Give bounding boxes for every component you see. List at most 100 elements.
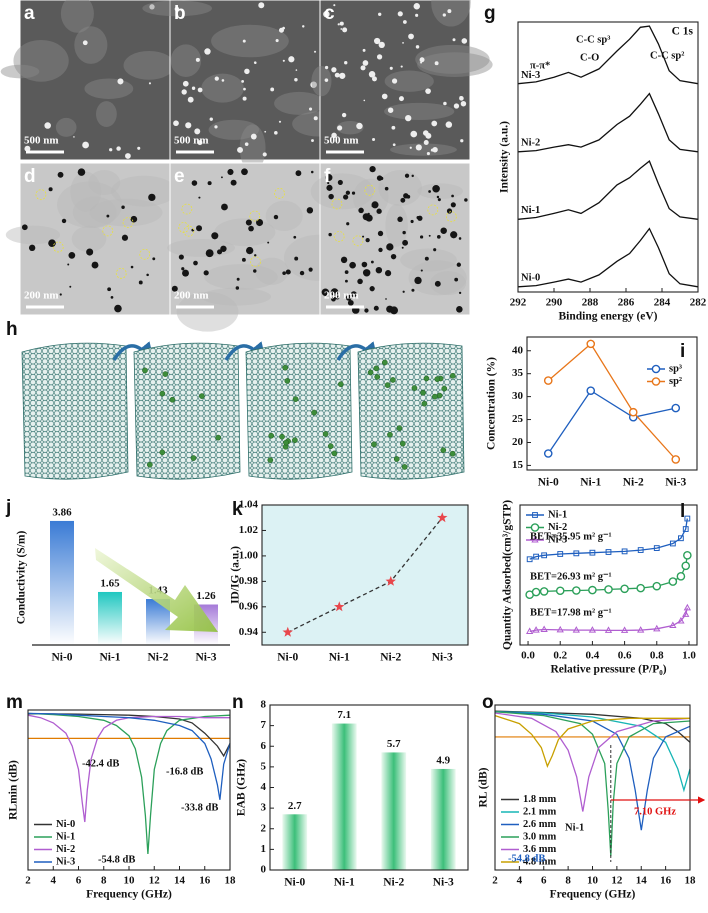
particle [254, 254, 257, 257]
particle [431, 120, 438, 127]
particle [443, 101, 447, 106]
particle [365, 214, 373, 222]
particle [310, 81, 317, 89]
y-tick-label: 3 [261, 802, 267, 814]
particle [404, 173, 410, 178]
texture [71, 225, 107, 252]
particle [244, 68, 250, 75]
particle [220, 245, 227, 252]
data-point [588, 626, 597, 633]
highlight-circle [249, 210, 261, 222]
series-line [27, 714, 230, 823]
series-line [494, 714, 690, 768]
particle [458, 291, 462, 295]
category-label: Ni-1 [580, 477, 601, 489]
panel-label: d [24, 166, 36, 187]
legend-label: Ni-1 [56, 831, 75, 842]
dopant-atom [159, 449, 166, 456]
category-label: Ni-1 [334, 877, 355, 889]
texture [265, 200, 303, 232]
particle [264, 130, 267, 133]
legend-label: 1.8 mm [523, 794, 556, 805]
particle [347, 299, 354, 306]
series-line [494, 711, 691, 831]
particle [434, 61, 439, 66]
y-tick-label: 25 [512, 413, 524, 425]
y-axis-label: Intensity (a.u.) [499, 121, 511, 193]
x-axis-label: Frequency (GHz) [86, 889, 172, 901]
category-label: Ni-0 [277, 652, 298, 664]
dopant-atom [436, 392, 443, 399]
x-tick-label: 0.4 [586, 650, 600, 662]
annotation: BET=17.98 m² g⁻¹ [530, 607, 612, 618]
particle [242, 39, 246, 43]
particle [308, 107, 313, 111]
x-tick-label: 18 [225, 875, 237, 887]
particle [415, 13, 419, 17]
particle [378, 12, 382, 16]
bar [430, 768, 456, 870]
particle [375, 266, 383, 274]
dopant-atom [421, 400, 428, 407]
particle [459, 96, 464, 101]
x-tick-label: 2 [25, 875, 31, 887]
particle [328, 232, 332, 237]
annotation: BET=26.93 m² g⁻¹ [530, 571, 612, 582]
texture [417, 183, 464, 199]
y-tick-label: 0 [261, 864, 267, 876]
particle [59, 293, 62, 296]
texture [208, 119, 260, 140]
panel-label: g [484, 3, 496, 24]
category-label: Ni-0 [538, 477, 559, 489]
particle [308, 267, 313, 272]
dopant-atom [292, 437, 298, 444]
particle [237, 146, 244, 153]
panel-label: m [6, 692, 23, 713]
x-tick-label: 16 [199, 875, 211, 887]
dopant-atom [331, 450, 338, 457]
particle [370, 260, 374, 264]
graphene-sheet [21, 342, 129, 480]
particle [67, 263, 70, 266]
particle [391, 125, 396, 130]
data-point [334, 601, 345, 612]
texture [311, 65, 332, 97]
category-label: Ni-3 [432, 652, 453, 664]
texture [211, 24, 289, 58]
series-line [547, 389, 676, 454]
particle [413, 3, 420, 10]
panel-label: i [680, 341, 685, 362]
highlight-circle [445, 211, 457, 223]
panel-label: k [232, 499, 243, 520]
particle [362, 48, 366, 52]
y-tick-label: 8 [261, 699, 267, 711]
y-axis-label: Quantity Adsorbed(cm³/gSTP) [502, 500, 514, 650]
particle [442, 13, 446, 17]
annotation: -33.8 dB [181, 802, 218, 813]
particle [339, 21, 344, 26]
annotation: BET=35.95 m² g⁻¹ [530, 531, 612, 542]
texture [13, 39, 69, 82]
data-point [684, 515, 691, 522]
annotation: C-C sp² [650, 50, 684, 61]
series-line [27, 712, 231, 855]
particle [221, 79, 225, 82]
legend-label: 2.1 mm [523, 806, 556, 817]
particle [456, 306, 463, 313]
highlight-circle [250, 256, 261, 268]
particle [333, 4, 336, 7]
data-point [636, 583, 645, 593]
particle [21, 224, 28, 231]
trend-arrow [95, 548, 218, 632]
particle [363, 99, 366, 102]
particle [282, 26, 285, 30]
particle [241, 168, 248, 176]
particle [411, 288, 415, 292]
particle [447, 9, 452, 14]
texture [0, 64, 40, 79]
dopant-atom [432, 393, 438, 400]
x-tick-label: 0.0 [521, 650, 535, 662]
dopant-atom [279, 433, 285, 440]
particle [195, 57, 200, 62]
particle [243, 87, 246, 91]
